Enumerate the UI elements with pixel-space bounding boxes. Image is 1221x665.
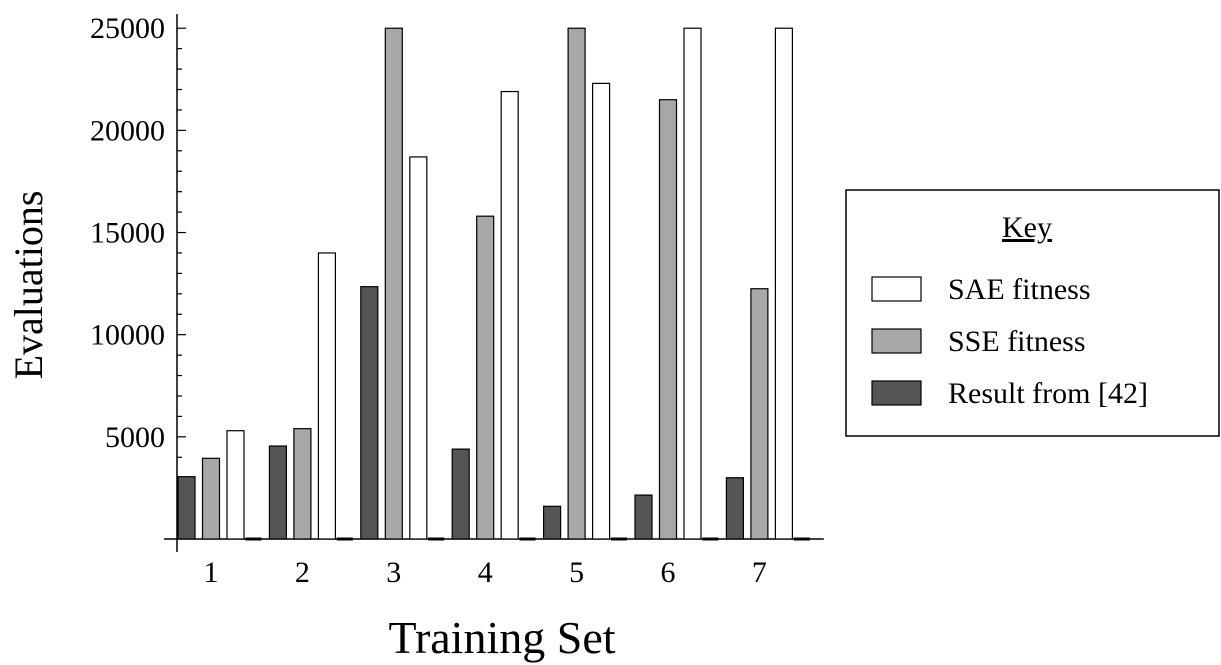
x-tick-label: 4 — [478, 556, 493, 589]
bar-sse-fitness-7 — [750, 288, 769, 540]
bar-sse-fitness-2 — [293, 428, 312, 540]
bars — [177, 27, 794, 540]
bar-result-from-42-1 — [177, 476, 196, 540]
bar-result-from-42-3 — [360, 286, 379, 540]
x-tick-label: 7 — [752, 556, 767, 589]
x-tick-label: 6 — [661, 556, 676, 589]
bar-result-from-42-5 — [542, 505, 562, 540]
legend-label: SAE fitness — [948, 273, 1091, 306]
y-tick-label: 5000 — [105, 421, 165, 454]
y-tick-label: 10000 — [90, 319, 165, 352]
bar-sae-fitness-5 — [591, 82, 611, 540]
legend-label: SSE fitness — [948, 325, 1086, 358]
bar-result-from-42-4 — [451, 448, 470, 540]
bar-result-from-42-2 — [268, 445, 287, 540]
x-axis: 1 2 3 4 5 6 7 — [164, 537, 824, 589]
legend-items: SAE fitness SSE fitness Result from [42] — [871, 273, 1148, 410]
y-tick-label: 25000 — [90, 12, 165, 45]
bar-sae-fitness-6 — [683, 27, 702, 540]
bar-sae-fitness-3 — [409, 156, 428, 540]
bar-sse-fitness-6 — [658, 99, 678, 540]
bar-result-from-42-6 — [634, 494, 653, 540]
x-tick-label: 1 — [204, 556, 219, 589]
legend-title: Key — [1002, 211, 1052, 244]
bar-result-from-42-7 — [725, 477, 745, 540]
bar-sae-fitness-4 — [500, 90, 519, 540]
x-tick-label: 3 — [386, 556, 401, 589]
x-axis-title: Training Set — [388, 612, 615, 663]
legend-swatch — [871, 276, 922, 302]
legend-swatch — [871, 380, 922, 406]
legend: Key SAE fitness SSE fitness Result from [4… — [845, 189, 1220, 437]
legend-label: Result from [42] — [948, 377, 1148, 410]
bar-sse-fitness-3 — [384, 27, 403, 540]
bar-sse-fitness-5 — [567, 27, 586, 540]
bar-sse-fitness-1 — [201, 457, 221, 540]
legend-swatch — [871, 328, 922, 354]
bar-sse-fitness-4 — [476, 215, 495, 540]
y-tick-label: 20000 — [90, 114, 165, 147]
x-tick-label: 5 — [569, 556, 584, 589]
bar-sae-fitness-7 — [774, 27, 794, 540]
bar-sae-fitness-2 — [317, 252, 336, 540]
bar-sae-fitness-1 — [226, 430, 245, 540]
y-axis-title: Evaluations — [6, 191, 51, 380]
y-axis: 5000 10000 15000 20000 25000 — [90, 12, 186, 552]
y-tick-label: 15000 — [90, 217, 165, 250]
x-tick-label: 2 — [295, 556, 310, 589]
